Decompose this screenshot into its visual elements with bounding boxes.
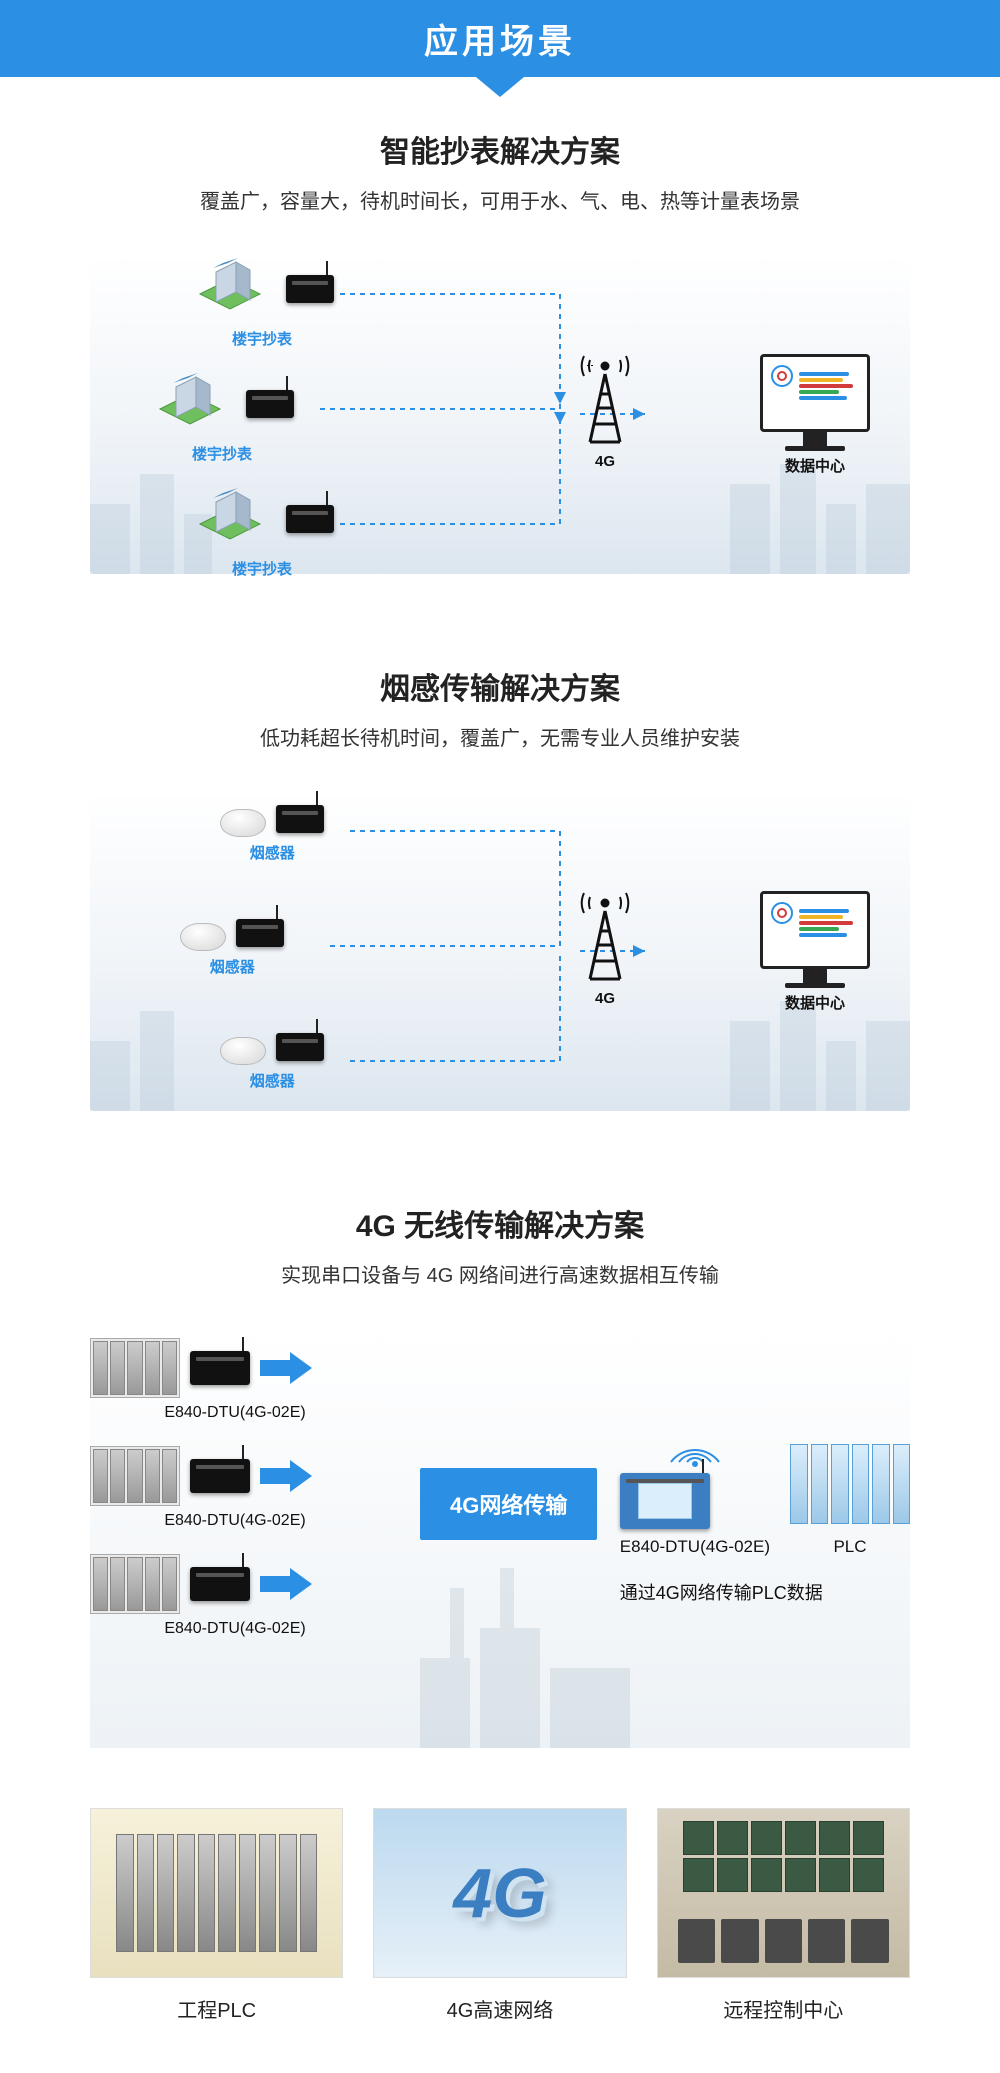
- banner: 应用场景: [0, 0, 1000, 77]
- smoke-icon: [220, 809, 266, 837]
- building-icon: [190, 254, 280, 324]
- gallery-photo: [657, 1808, 910, 1978]
- plc-unit-icon: [790, 1444, 910, 1524]
- smoke-label: 烟感器: [180, 956, 284, 977]
- dtu-icon: [246, 390, 294, 418]
- gear-icon: [771, 365, 793, 387]
- section-meter: 智能抄表解决方案 覆盖广，容量大，待机时间长，可用于水、气、电、热等计量表场景: [0, 77, 1000, 614]
- smoke-label: 烟感器: [220, 1070, 324, 1091]
- dtu-row-2: E840-DTU(4G-02E): [90, 1446, 380, 1530]
- sec3-sub: 通过4G网络传输PLC数据: [620, 1579, 910, 1605]
- dtu-row-3: E840-DTU(4G-02E): [90, 1554, 380, 1638]
- datacenter-label: 数据中心: [760, 992, 870, 1013]
- dtu-icon: [236, 919, 284, 947]
- sec2-diagram: 烟感器 烟感器 烟感器 4G: [90, 791, 910, 1111]
- 4g-glyph: 4G: [453, 1853, 546, 1933]
- smoke-label: 烟感器: [220, 842, 324, 863]
- sec3-title: 4G 无线传输解决方案: [90, 1201, 910, 1245]
- building-node-3: 楼宇抄表: [190, 484, 334, 579]
- gallery-caption: 4G高速网络: [373, 1994, 626, 2023]
- gallery-item-4g: 4G 4G高速网络: [373, 1808, 626, 2023]
- tower-label: 4G: [570, 453, 640, 470]
- gallery-photo: [90, 1808, 343, 1978]
- tower-node: 4G: [570, 891, 640, 1007]
- monitor-icon: [760, 891, 870, 969]
- section-smoke: 烟感传输解决方案 低功耗超长待机时间，覆盖广，无需专业人员维护安装 烟感器: [0, 614, 1000, 1151]
- building-node-1: 楼宇抄表: [190, 254, 334, 349]
- banner-title: 应用场景: [424, 23, 576, 61]
- building-node-2: 楼宇抄表: [150, 369, 294, 464]
- dtu-icon: [190, 1459, 250, 1493]
- smoke-node-1: 烟感器: [220, 805, 324, 863]
- tower-node: 4G: [570, 354, 640, 470]
- dtu-label: E840-DTU(4G-02E): [90, 1404, 380, 1422]
- smoke-icon: [180, 923, 226, 951]
- gallery-caption: 远程控制中心: [657, 1994, 910, 2023]
- dtu-row-1: E840-DTU(4G-02E): [90, 1338, 380, 1422]
- sec3-diagram: E840-DTU(4G-02E) E840-DTU(4G-02E) E840-D…: [90, 1328, 910, 1748]
- building-label: 楼宇抄表: [190, 328, 334, 349]
- sec1-title: 智能抄表解决方案: [90, 127, 910, 171]
- sec3-left: E840-DTU(4G-02E) E840-DTU(4G-02E) E840-D…: [90, 1338, 380, 1638]
- dtu-icon: [276, 1033, 324, 1061]
- sec3-netbox: 4G网络传输: [420, 1468, 597, 1540]
- gallery-caption: 工程PLC: [90, 1994, 343, 2023]
- wifi-icon: [667, 1438, 723, 1468]
- smoke-node-3: 烟感器: [220, 1033, 324, 1091]
- tower-label: 4G: [570, 990, 640, 1007]
- plc-rack-icon: [90, 1554, 180, 1614]
- dtu-icon: [286, 275, 334, 303]
- datacenter-label: 数据中心: [760, 455, 870, 476]
- plc-rack-icon: [90, 1446, 180, 1506]
- monitor-icon: [760, 354, 870, 432]
- dtu-label: E840-DTU(4G-02E): [90, 1512, 380, 1530]
- arrow-icon: [260, 1352, 312, 1384]
- sec1-desc: 覆盖广，容量大，待机时间长，可用于水、气、电、热等计量表场景: [90, 185, 910, 214]
- building-label: 楼宇抄表: [190, 558, 334, 579]
- sec1-diagram: 楼宇抄表 楼宇抄表: [90, 254, 910, 574]
- sec2-desc: 低功耗超长待机时间，覆盖广，无需专业人员维护安装: [90, 722, 910, 751]
- dtu-icon: [620, 1473, 710, 1529]
- dtu-icon: [286, 505, 334, 533]
- gallery-item-ctrl: 远程控制中心: [657, 1808, 910, 2023]
- netbox-label: 4G网络传输: [420, 1468, 597, 1540]
- datacenter-node: 数据中心: [760, 354, 870, 476]
- gallery: 工程PLC 4G 4G高速网络 远程控制中心: [0, 1788, 1000, 2073]
- sec3-right: E840-DTU(4G-02E) PLC 通过4G网络传输PLC数据: [620, 1438, 910, 1605]
- datacenter-node: 数据中心: [760, 891, 870, 1013]
- right-plc-label: PLC: [790, 1537, 910, 1557]
- tower-icon: [570, 354, 640, 444]
- smoke-icon: [220, 1037, 266, 1065]
- plc-rack-icon: [90, 1338, 180, 1398]
- building-icon: [190, 484, 280, 554]
- tower-icon: [570, 891, 640, 981]
- sec3-desc: 实现串口设备与 4G 网络间进行高速数据相互传输: [90, 1259, 910, 1288]
- dtu-icon: [276, 805, 324, 833]
- arrow-icon: [260, 1568, 312, 1600]
- gallery-item-plc: 工程PLC: [90, 1808, 343, 2023]
- dtu-icon: [190, 1567, 250, 1601]
- gear-icon: [771, 902, 793, 924]
- building-label: 楼宇抄表: [150, 443, 294, 464]
- sec2-title: 烟感传输解决方案: [90, 664, 910, 708]
- right-dtu-label: E840-DTU(4G-02E): [620, 1537, 770, 1557]
- arrow-icon: [260, 1460, 312, 1492]
- smoke-node-2: 烟感器: [180, 919, 284, 977]
- building-icon: [150, 369, 240, 439]
- dtu-icon: [190, 1351, 250, 1385]
- gallery-photo: 4G: [373, 1808, 626, 1978]
- section-4g: 4G 无线传输解决方案 实现串口设备与 4G 网络间进行高速数据相互传输 E84…: [0, 1151, 1000, 1788]
- dtu-label: E840-DTU(4G-02E): [90, 1620, 380, 1638]
